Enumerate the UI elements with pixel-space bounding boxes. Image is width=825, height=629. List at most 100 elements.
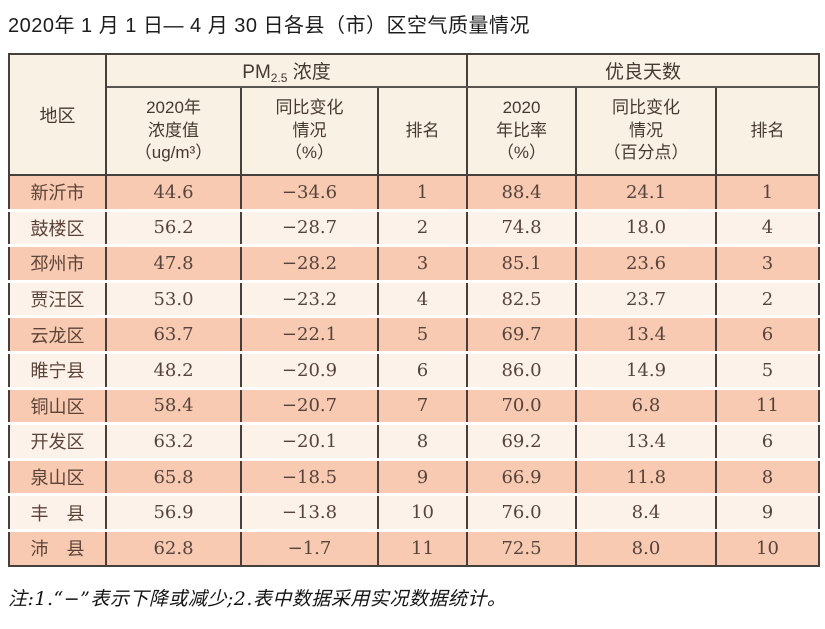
cell-good-rate: 86.0 — [466, 352, 577, 390]
table-header: 地区 PM2.5 浓度 优良天数 2020年 浓度值 （ug/m³） 同比变化 … — [8, 54, 821, 176]
cell-good-rank: 3 — [714, 245, 821, 283]
table-row: 贾汪区 53.0 −23.2 4 82.5 23.7 2 — [8, 281, 821, 319]
column-header-region: 地区 — [8, 54, 107, 176]
air-quality-table: 地区 PM2.5 浓度 优良天数 2020年 浓度值 （ug/m³） 同比变化 … — [8, 53, 821, 567]
cell-good-rank: 9 — [714, 494, 821, 532]
page-title: 2020年 1 月 1 日— 4 月 30 日各县（市）区空气质量情况 — [8, 15, 531, 37]
cell-good-rate: 69.2 — [466, 423, 577, 461]
cell-good-rate: 69.7 — [466, 316, 577, 354]
cell-good-rank: 5 — [714, 352, 821, 390]
cell-pm-rank: 6 — [377, 352, 468, 390]
cell-good-rate: 82.5 — [466, 281, 577, 319]
table-row: 云龙区 63.7 −22.1 5 69.7 13.4 6 — [8, 316, 821, 354]
cell-good-rate: 70.0 — [466, 388, 577, 426]
cell-pm-value: 62.8 — [105, 530, 242, 566]
cell-good-rate: 76.0 — [466, 494, 577, 532]
column-header-pm-rank: 排名 — [377, 87, 468, 176]
cell-pm-value: 47.8 — [105, 245, 242, 283]
table-row: 新沂市 44.6 −34.6 1 88.4 24.1 1 — [8, 175, 821, 212]
column-header-pm-change: 同比变化 情况 （%） — [240, 87, 379, 176]
cell-good-rank: 10 — [714, 530, 821, 566]
cell-region: 鼓楼区 — [8, 210, 107, 248]
header-sub-row: 2020年 浓度值 （ug/m³） 同比变化 情况 （%） 排名 2020 年比… — [9, 87, 821, 176]
cell-pm-value: 63.2 — [105, 423, 242, 461]
cell-good-rank: 2 — [714, 281, 821, 319]
cell-good-rate: 74.8 — [466, 210, 577, 248]
table-row: 丰 县 56.9 −13.8 10 76.0 8.4 9 — [8, 494, 821, 532]
table-row: 开发区 63.2 −20.1 8 69.2 13.4 6 — [8, 423, 821, 461]
cell-region: 铜山区 — [8, 388, 107, 426]
cell-pm-rank: 5 — [377, 316, 468, 354]
cell-region: 邳州市 — [8, 245, 107, 283]
cell-pm-rank: 8 — [377, 423, 468, 461]
cell-pm-change: −23.2 — [240, 281, 379, 319]
cell-good-change: 23.6 — [575, 245, 717, 283]
column-group-good-days: 优良天数 — [465, 54, 821, 88]
cell-region: 开发区 — [8, 423, 107, 461]
footnote: 注:1.“−”表示下降或减少;2.表中数据采用实况数据统计。 — [8, 587, 507, 610]
pm-suffix: 浓度 — [287, 61, 331, 83]
cell-good-rank: 4 — [714, 210, 821, 248]
table-row: 沛 县 62.8 −1.7 11 72.5 8.0 10 — [8, 530, 821, 566]
cell-pm-change: −28.7 — [240, 210, 379, 248]
cell-pm-rank: 9 — [377, 459, 468, 497]
column-header-good-rank: 排名 — [714, 87, 821, 176]
cell-pm-change: −28.2 — [240, 245, 379, 283]
cell-good-rank: 6 — [714, 423, 821, 461]
cell-pm-change: −20.7 — [240, 388, 379, 426]
cell-pm-value: 58.4 — [105, 388, 242, 426]
cell-region: 沛 县 — [8, 530, 107, 566]
cell-good-rate: 66.9 — [466, 459, 577, 497]
cell-good-rank: 1 — [714, 175, 821, 212]
cell-pm-rank: 7 — [377, 388, 468, 426]
cell-good-rate: 88.4 — [466, 175, 577, 212]
cell-pm-change: −1.7 — [240, 530, 379, 566]
column-group-pm25: PM2.5 浓度 — [105, 54, 468, 88]
table-row: 泉山区 65.8 −18.5 9 66.9 11.8 8 — [8, 459, 821, 497]
cell-pm-rank: 1 — [377, 175, 468, 212]
cell-region: 云龙区 — [8, 316, 107, 354]
cell-good-change: 8.4 — [575, 494, 717, 532]
cell-good-change: 8.0 — [575, 530, 717, 566]
cell-good-change: 18.0 — [575, 210, 717, 248]
cell-region: 贾汪区 — [8, 281, 107, 319]
column-header-good-rate: 2020 年比率 （%） — [466, 87, 577, 176]
header-group-row: 地区 PM2.5 浓度 优良天数 — [8, 54, 821, 176]
cell-pm-change: −20.1 — [240, 423, 379, 461]
column-header-good-change: 同比变化 情况 （百分点） — [575, 87, 717, 176]
cell-pm-change: −22.1 — [240, 316, 379, 354]
cell-good-change: 23.7 — [575, 281, 717, 319]
cell-region: 泉山区 — [8, 459, 107, 497]
table-body: 新沂市 44.6 −34.6 1 88.4 24.1 1 鼓楼区 56.2 −28.7 2 74.8 1… — [8, 175, 821, 566]
cell-good-rate: 72.5 — [466, 530, 577, 566]
cell-pm-rank: 2 — [377, 210, 468, 248]
pm-label: PM — [242, 61, 271, 83]
table-row: 铜山区 58.4 −20.7 7 70.0 6.8 11 — [8, 388, 821, 426]
cell-pm-value: 56.9 — [105, 494, 242, 532]
cell-good-rate: 85.1 — [466, 245, 577, 283]
cell-pm-value: 63.7 — [105, 316, 242, 354]
cell-pm-rank: 10 — [377, 494, 468, 532]
cell-pm-value: 56.2 — [105, 210, 242, 248]
cell-pm-change: −18.5 — [240, 459, 379, 497]
cell-pm-rank: 3 — [377, 245, 468, 283]
cell-pm-value: 44.6 — [105, 175, 242, 212]
cell-pm-value: 53.0 — [105, 281, 242, 319]
cell-pm-rank: 4 — [377, 281, 468, 319]
cell-pm-value: 65.8 — [105, 459, 242, 497]
cell-region: 睢宁县 — [8, 352, 107, 390]
cell-good-change: 14.9 — [575, 352, 717, 390]
cell-pm-change: −20.9 — [240, 352, 379, 390]
cell-region: 丰 县 — [8, 494, 107, 532]
pm-subscript: 2.5 — [270, 70, 288, 85]
table-row: 邳州市 47.8 −28.2 3 85.1 23.6 3 — [8, 245, 821, 283]
table-row: 睢宁县 48.2 −20.9 6 86.0 14.9 5 — [8, 352, 821, 390]
cell-good-change: 11.8 — [575, 459, 717, 497]
cell-pm-rank: 11 — [377, 530, 468, 566]
cell-region: 新沂市 — [8, 175, 107, 212]
table-row: 鼓楼区 56.2 −28.7 2 74.8 18.0 4 — [8, 210, 821, 248]
cell-good-change: 13.4 — [575, 316, 717, 354]
cell-good-rank: 11 — [714, 388, 821, 426]
cell-pm-change: −13.8 — [240, 494, 379, 532]
cell-good-rank: 6 — [714, 316, 821, 354]
